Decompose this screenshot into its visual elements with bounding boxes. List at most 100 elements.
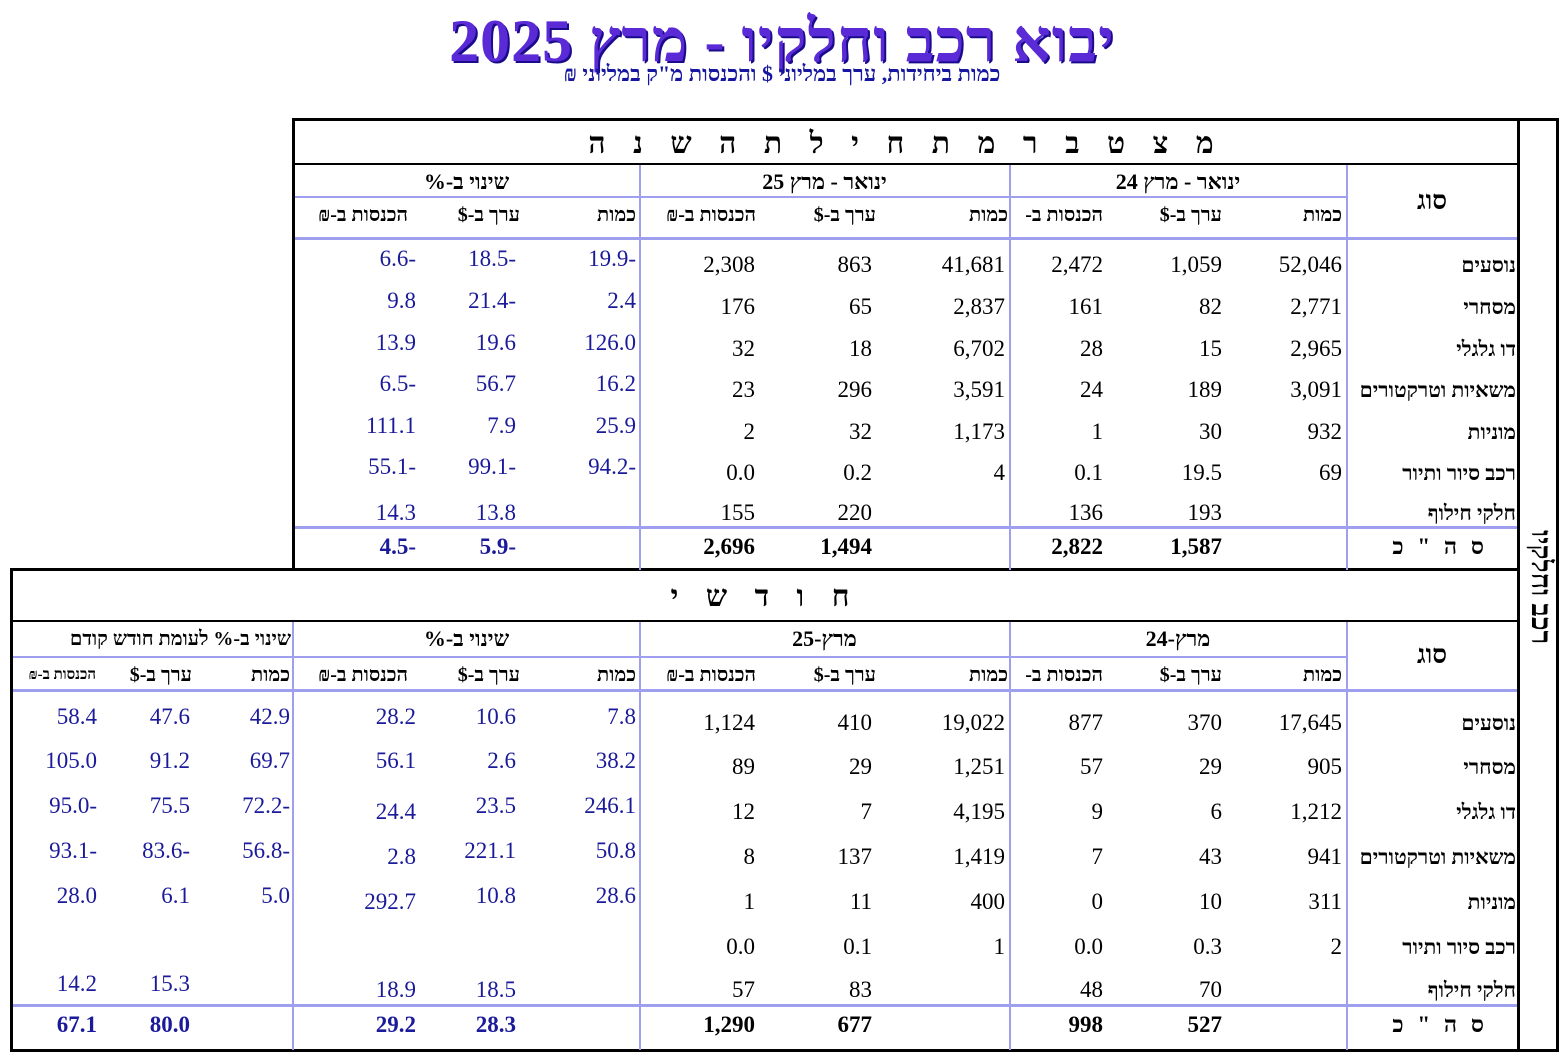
cumulative-row-4-c_val: 7.9 <box>487 413 516 438</box>
cumulative-row-5-c_qty: -94.2 <box>588 454 636 479</box>
monthly-total-c_val: 28.3 <box>475 1012 516 1037</box>
cumulative-row-5-c_rev: -55.1 <box>368 454 416 479</box>
cumulative-row-4-a_qty: 932 <box>1307 419 1343 444</box>
monthly-period-b: מרץ-25 <box>792 626 857 651</box>
monthly-row-1-b_rev: 89 <box>732 754 755 779</box>
monthly-sub-b_rev: הכנסות ב-₪ <box>666 664 756 686</box>
cumulative-total-c_rev: -4.5 <box>379 534 416 559</box>
monthly-total-a_rev: 998 <box>1068 1012 1104 1037</box>
page-subtitle: כמות ביחידות, ערך במליוני $ והכנסות מ"ק … <box>563 61 1001 86</box>
monthly-row-4-p_rev: 28.0 <box>56 883 97 908</box>
monthly-row-3-p_rev: -93.1 <box>49 838 97 863</box>
cumulative-row-5-a_qty: 69 <box>1319 460 1342 485</box>
monthly-row-4-p_qty: 5.0 <box>261 883 290 908</box>
monthly-row-3-category: משאיות וטרקטורים <box>1359 845 1516 869</box>
cumulative-sub-b_qty: כמות <box>969 204 1008 226</box>
monthly-row-1-c_rev: 56.1 <box>375 748 416 773</box>
cumulative-row-3-a_qty: 3,091 <box>1290 377 1342 402</box>
monthly-row-1-a_rev: 57 <box>1080 754 1103 779</box>
frame-mid-bottom <box>10 620 1520 622</box>
cumulative-row-4-b_qty: 1,173 <box>953 419 1005 444</box>
cumulative-total-a_val: 1,587 <box>1170 534 1222 559</box>
cumulative-row-2-a_qty: 2,965 <box>1290 336 1342 361</box>
side-label: רכב וחלקיו <box>1520 122 1560 1052</box>
cumulative-row-6-a_rev: 136 <box>1068 500 1104 525</box>
monthly-vsep-2 <box>1009 622 1011 1050</box>
monthly-row-0-b_rev: 1,124 <box>703 710 755 735</box>
cumulative-row-6-b_rev: 155 <box>720 500 756 525</box>
cumulative-row-2-a_val: 15 <box>1199 336 1222 361</box>
monthly-row-1-p_qty: 69.7 <box>249 748 290 773</box>
cumulative-row-1-category: מסחרי <box>1463 295 1516 319</box>
cumulative-sub-c_val: ערך ב-$ <box>457 204 520 226</box>
monthly-sub-p_rev: הכנסות ב-₪ <box>28 667 96 683</box>
monthly-vsep-3 <box>1346 622 1348 1050</box>
monthly-total-c_rev: 29.2 <box>375 1012 416 1037</box>
cumulative-row-3-c_rev: -6.5 <box>379 371 416 396</box>
monthly-row-0-b_qty: 19,022 <box>941 710 1005 735</box>
monthly-row-2-c_rev: 24.4 <box>375 799 416 824</box>
cumulative-row-5-b_val: 0.2 <box>843 460 872 485</box>
cumulative-row-4-b_rev: 2 <box>743 419 756 444</box>
cumulative-row-6-c_val: 13.8 <box>475 500 516 525</box>
monthly-row-2-b_qty: 4,195 <box>953 799 1005 824</box>
monthly-row-0-b_val: 410 <box>837 710 873 735</box>
monthly-row-6-category: חלקי חילוף <box>1427 978 1516 1002</box>
cumulative-sub-a_qty: כמות <box>1303 204 1342 226</box>
monthly-sub-b_val: ערך ב-$ <box>813 664 876 686</box>
cumulative-row-5-a_val: 19.5 <box>1181 460 1222 485</box>
cumulative-row-0-c_val: -18.5 <box>468 246 516 271</box>
cumulative-row-2-b_rev: 32 <box>732 336 755 361</box>
monthly-row-6-a_rev: 48 <box>1080 977 1103 1002</box>
cumulative-row-6-c_rev: 14.3 <box>375 500 416 525</box>
cumulative-row-4-category: מוניות <box>1467 420 1516 444</box>
monthly-sub-a_qty: כמות <box>1303 664 1342 686</box>
monthly-row-1-c_val: 2.6 <box>487 748 516 773</box>
cumulative-vsep-2 <box>1346 165 1348 570</box>
monthly-hline-total <box>13 1004 1517 1007</box>
cumulative-row-5-b_rev: 0.0 <box>726 460 755 485</box>
cumulative-row-2-c_rev: 13.9 <box>375 330 416 355</box>
cumulative-vsep-0 <box>639 165 641 570</box>
monthly-row-2-p_qty: -72.2 <box>242 793 290 818</box>
monthly-row-0-category: נוסעים <box>1461 711 1516 735</box>
monthly-total-category: ס ה " כ <box>1392 1012 1488 1037</box>
monthly-sub-c_val: ערך ב-$ <box>457 664 520 686</box>
cumulative-sub-c_rev: הכנסות ב-₪ <box>318 204 408 226</box>
cumulative-row-0-a_val: 1,059 <box>1170 252 1222 277</box>
cumulative-row-4-b_val: 32 <box>849 419 872 444</box>
page-title: יבוא רכב וחלקיו - מרץ 2025 <box>449 8 1115 74</box>
monthly-row-2-a_rev: 9 <box>1091 799 1104 824</box>
monthly-row-6-c_val: 18.5 <box>475 977 516 1002</box>
cumulative-row-0-c_rev: -6.6 <box>379 246 416 271</box>
monthly-row-3-a_val: 43 <box>1199 844 1222 869</box>
monthly-row-6-b_rev: 57 <box>732 977 755 1002</box>
monthly-row-1-b_val: 29 <box>849 754 872 779</box>
monthly-change-prev: שינוי ב-% לעומת חודש קודם <box>69 628 291 650</box>
cumulative-row-5-c_val: -99.1 <box>468 454 516 479</box>
frame-bottom <box>10 1049 1559 1052</box>
monthly-row-0-c_qty: 7.8 <box>607 704 636 729</box>
cumulative-row-0-category: נוסעים <box>1461 253 1516 277</box>
monthly-row-2-a_val: 6 <box>1210 799 1223 824</box>
monthly-row-1-p_rev: 105.0 <box>45 748 97 773</box>
cumulative-row-0-c_qty: -19.9 <box>588 246 636 271</box>
monthly-row-5-b_qty: 1 <box>993 934 1006 959</box>
monthly-total-b_rev: 1,290 <box>703 1012 755 1037</box>
cum-heading-bottom <box>292 163 1520 165</box>
monthly-row-4-category: מוניות <box>1467 890 1516 914</box>
cumulative-vsep-1 <box>1009 165 1011 570</box>
cumulative-type-header: סוג <box>1416 186 1448 215</box>
cumulative-row-1-a_val: 82 <box>1199 294 1222 319</box>
monthly-row-2-p_val: 75.5 <box>149 793 190 818</box>
monthly-row-2-category: דו גלגלי <box>1456 800 1516 824</box>
monthly-sub-c_qty: כמות <box>597 664 636 686</box>
monthly-row-1-category: מסחרי <box>1463 755 1516 779</box>
monthly-row-4-c_val: 10.8 <box>475 883 516 908</box>
monthly-type-header: סוג <box>1416 640 1448 669</box>
cumulative-row-2-b_val: 18 <box>849 336 872 361</box>
monthly-row-3-b_val: 137 <box>837 844 873 869</box>
monthly-row-5-a_qty: 2 <box>1330 934 1343 959</box>
monthly-hline-sub <box>13 689 1517 692</box>
cumulative-row-1-c_val: -21.4 <box>468 288 516 313</box>
